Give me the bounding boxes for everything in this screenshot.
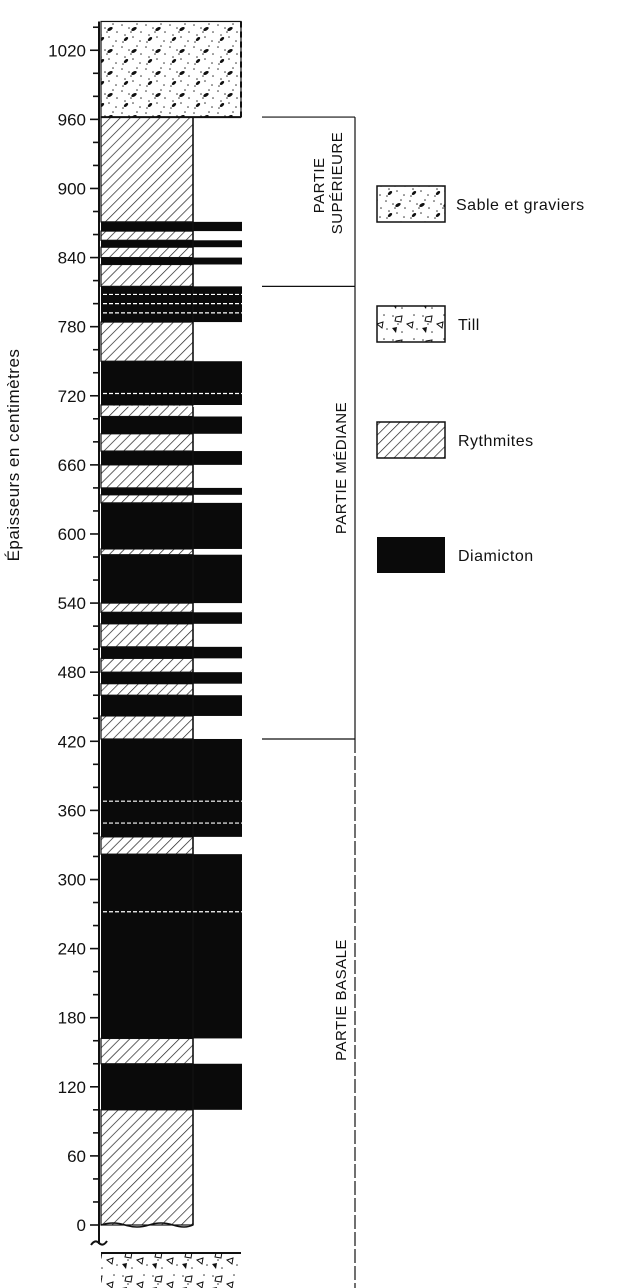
layer-diamicton [101, 240, 242, 248]
layer-rythmites [100, 263, 194, 287]
zone-label-mediane: PARTIE MÉDIANE [333, 402, 350, 534]
legend-item-diamicton: Diamicton [377, 537, 534, 573]
layer-rythmites [100, 548, 194, 556]
layer-sable [100, 20, 242, 118]
layer-diamicton [101, 646, 242, 659]
tick-label: 0 [77, 1216, 86, 1235]
tick-label: 240 [58, 940, 86, 959]
tick-label: 720 [58, 387, 86, 406]
layer-rythmites [100, 116, 194, 223]
layer-rythmites [100, 602, 194, 613]
axis-title: Épaisseurs en centimètres [4, 349, 23, 562]
tick-label: 300 [58, 870, 86, 889]
zone-label-basale: PARTIE BASALE [333, 939, 350, 1061]
tick-label: 960 [58, 110, 86, 129]
axis-break-mark [90, 1240, 108, 1246]
layer-diamicton [101, 221, 242, 232]
tick-label: 120 [58, 1078, 86, 1097]
depth-axis: 0 60 120 180 240 300 360 420 480 540 600 660 720 780 8… [48, 21, 108, 1246]
legend-swatch-rythmites [376, 421, 446, 459]
layer-rythmites [100, 657, 194, 673]
layer-diamicton [101, 672, 242, 684]
tick-label: 60 [67, 1147, 86, 1166]
tick-label: 840 [58, 249, 86, 268]
legend-swatch-diamicton [377, 537, 445, 573]
layer-rythmites [100, 836, 194, 855]
tick-label: 660 [58, 456, 86, 475]
layer-rythmites [100, 433, 194, 452]
layer-diamicton [101, 361, 242, 405]
layer-rythmites [100, 623, 194, 648]
layer-diamicton [101, 738, 242, 837]
layer-diamicton [101, 554, 242, 604]
zone-label-superieure: PARTIE SUPÉRIEURE [311, 132, 346, 235]
layer-rythmites [100, 246, 194, 259]
layer-diamicton [101, 854, 242, 1039]
layer-till [101, 1253, 241, 1288]
legend-item-rythmites: Rythmites [376, 421, 534, 459]
layer-rythmites [100, 494, 194, 504]
layer-rythmites [100, 1109, 194, 1226]
layer-rythmites [100, 464, 194, 489]
layer-rythmites [100, 715, 194, 740]
tick-label: 480 [58, 663, 86, 682]
layer-diamicton [101, 612, 242, 624]
base-contact [100, 1222, 194, 1228]
layer-diamicton [101, 451, 242, 465]
tick-label: 900 [58, 179, 86, 198]
layer-rythmites [100, 321, 194, 362]
tick-label: 1020 [48, 41, 86, 60]
tick-label: 360 [58, 801, 86, 820]
zone-label-superieure-line1: PARTIE [311, 157, 328, 213]
layer-rythmites [100, 230, 194, 241]
legend: Sable et graviers Till Rythmites Diamict… [376, 185, 585, 573]
legend-item-sable: Sable et graviers [376, 185, 585, 223]
zone-brackets [262, 116, 356, 1288]
zone-label-superieure-line2: SUPÉRIEURE [329, 132, 346, 235]
legend-label-till: Till [458, 317, 480, 334]
stratigraphic-column [100, 20, 242, 1288]
tick-label: 780 [58, 318, 86, 337]
legend-swatch-sable [376, 185, 446, 223]
legend-label-diamicton: Diamicton [458, 548, 534, 565]
legend-label-sable: Sable et graviers [456, 197, 585, 214]
legend-swatch-till [376, 305, 446, 343]
tick-label: 180 [58, 1009, 86, 1028]
layer-diamicton [101, 416, 242, 434]
layer-rythmites [100, 1037, 194, 1065]
legend-label-rythmites: Rythmites [458, 433, 534, 450]
layer-diamicton [101, 1063, 242, 1110]
layer-diamicton [101, 257, 242, 265]
layer-diamicton [101, 695, 242, 716]
legend-item-till: Till [376, 305, 480, 343]
layer-diamicton [101, 487, 242, 495]
layer-diamicton [101, 502, 242, 549]
layer-rythmites [100, 683, 194, 696]
tick-label: 540 [58, 594, 86, 613]
tick-label: 420 [58, 732, 86, 751]
tick-label: 600 [58, 525, 86, 544]
